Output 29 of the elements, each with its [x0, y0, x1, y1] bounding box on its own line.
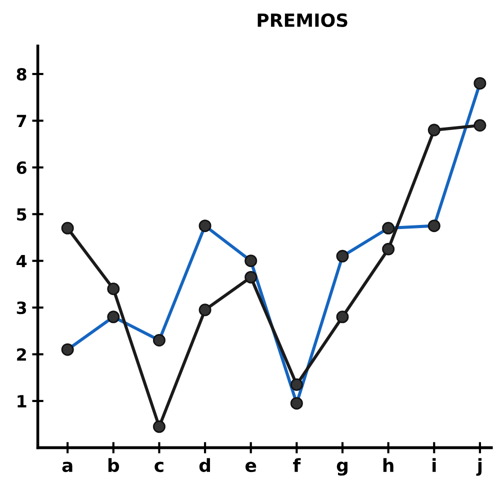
point	[107, 282, 120, 296]
point	[336, 310, 349, 324]
x-tick-label: j	[476, 458, 482, 476]
x-tick-label: h	[383, 458, 394, 472]
x-tick-label: g	[336, 462, 348, 476]
point	[244, 270, 258, 284]
point	[428, 124, 440, 136]
x-tick-label: b	[108, 458, 120, 472]
y-tick-label: 6	[16, 161, 26, 174]
y-tick-label: 8	[16, 68, 26, 81]
chart-title: PREMIOS	[258, 13, 348, 28]
x-tick-label: i	[432, 458, 436, 472]
point	[290, 378, 303, 391]
y-tick-label: 1	[18, 395, 26, 408]
y-tick-label: 3	[16, 302, 26, 314]
x-tick-label: d	[199, 458, 210, 472]
x-tick-label: f	[293, 458, 301, 472]
point	[152, 420, 166, 433]
y-tick-label: 5	[17, 208, 26, 221]
y-tick-label: 7	[16, 114, 26, 128]
y-tick-label: 2	[17, 348, 26, 361]
x-tick-label: e	[246, 462, 256, 472]
x-tick-label: a	[62, 462, 72, 472]
y-tick-label: 4	[16, 255, 27, 268]
x-tick-label: c	[154, 462, 164, 472]
point	[198, 304, 212, 316]
point	[382, 242, 395, 256]
point	[61, 222, 74, 234]
point	[474, 119, 486, 132]
